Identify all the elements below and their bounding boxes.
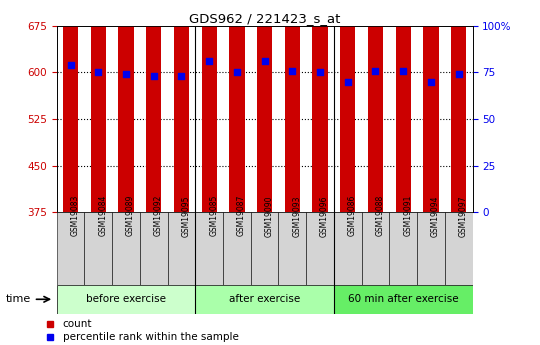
Text: GSM19087: GSM19087: [237, 195, 246, 236]
Bar: [451, 0, 466, 212]
Text: GSM19090: GSM19090: [265, 195, 274, 237]
Bar: [112, 212, 140, 285]
Bar: [140, 212, 167, 285]
Bar: [423, 0, 438, 212]
Text: GSM19088: GSM19088: [375, 195, 384, 236]
Text: before exercise: before exercise: [86, 294, 166, 304]
Point: [150, 73, 158, 79]
Bar: [279, 212, 306, 285]
Bar: [118, 0, 133, 212]
Text: GSM19086: GSM19086: [348, 195, 357, 236]
Point: [205, 59, 213, 64]
Text: count: count: [63, 319, 92, 329]
Text: GSM19083: GSM19083: [71, 195, 79, 236]
Bar: [57, 285, 195, 314]
Point: [122, 71, 130, 77]
Point: [454, 71, 463, 77]
Text: GSM19085: GSM19085: [209, 195, 218, 236]
Bar: [368, 0, 383, 212]
Text: percentile rank within the sample: percentile rank within the sample: [63, 332, 239, 342]
Point: [288, 68, 296, 73]
Text: GSM19094: GSM19094: [431, 195, 440, 237]
Text: GSM19091: GSM19091: [403, 195, 412, 236]
Bar: [445, 212, 472, 285]
Text: 60 min after exercise: 60 min after exercise: [348, 294, 458, 304]
Bar: [57, 212, 84, 285]
Point: [343, 79, 352, 85]
Text: time: time: [5, 294, 31, 304]
Bar: [306, 212, 334, 285]
Bar: [167, 212, 195, 285]
Point: [177, 73, 186, 79]
Bar: [195, 212, 223, 285]
Bar: [201, 0, 217, 212]
Bar: [195, 285, 334, 314]
Text: GSM19093: GSM19093: [292, 195, 301, 237]
Text: GSM19092: GSM19092: [154, 195, 163, 236]
Bar: [334, 285, 472, 314]
Point: [427, 79, 435, 85]
Text: after exercise: after exercise: [229, 294, 300, 304]
Bar: [396, 0, 411, 212]
Text: GSM19095: GSM19095: [181, 195, 191, 237]
Point: [66, 62, 75, 68]
Point: [233, 70, 241, 75]
Point: [94, 70, 103, 75]
Text: GSM19096: GSM19096: [320, 195, 329, 237]
Bar: [417, 212, 445, 285]
Text: GSM19084: GSM19084: [98, 195, 107, 236]
Bar: [340, 0, 355, 212]
Point: [371, 68, 380, 73]
Bar: [146, 0, 161, 212]
Point: [260, 59, 269, 64]
Bar: [223, 212, 251, 285]
Text: GSM19089: GSM19089: [126, 195, 135, 236]
Bar: [285, 0, 300, 212]
Bar: [313, 0, 328, 212]
Bar: [84, 212, 112, 285]
Bar: [251, 212, 279, 285]
Bar: [174, 0, 189, 212]
Point: [399, 68, 408, 73]
Bar: [389, 212, 417, 285]
Bar: [362, 212, 389, 285]
Point: [316, 70, 325, 75]
Bar: [334, 212, 362, 285]
Title: GDS962 / 221423_s_at: GDS962 / 221423_s_at: [189, 12, 340, 25]
Bar: [91, 0, 106, 212]
Bar: [63, 0, 78, 212]
Text: GSM19097: GSM19097: [458, 195, 468, 237]
Bar: [257, 0, 272, 212]
Bar: [230, 0, 245, 212]
